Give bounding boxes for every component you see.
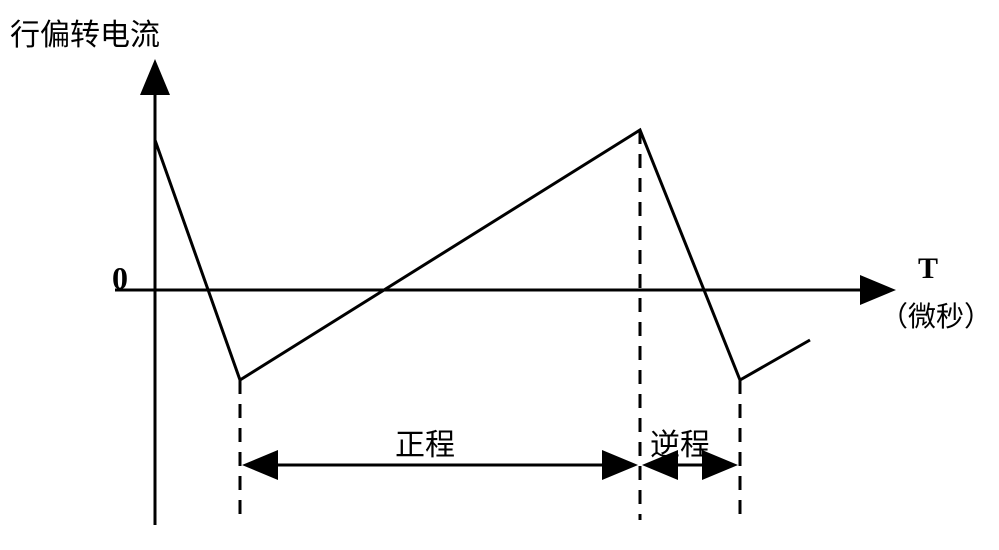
x-axis-label-top: T: [918, 252, 938, 286]
deflection-current-diagram: 行偏转电流 0 T （微秒） 正程 逆程: [0, 0, 999, 545]
origin-label: 0: [112, 260, 128, 297]
x-axis-label-sub: （微秒）: [880, 295, 992, 335]
y-axis-label: 行偏转电流: [10, 10, 160, 54]
diagram-svg: [0, 0, 999, 545]
forward-period-label: 正程: [395, 420, 455, 464]
waveform: [155, 130, 810, 380]
retrace-period-label: 逆程: [650, 420, 710, 464]
